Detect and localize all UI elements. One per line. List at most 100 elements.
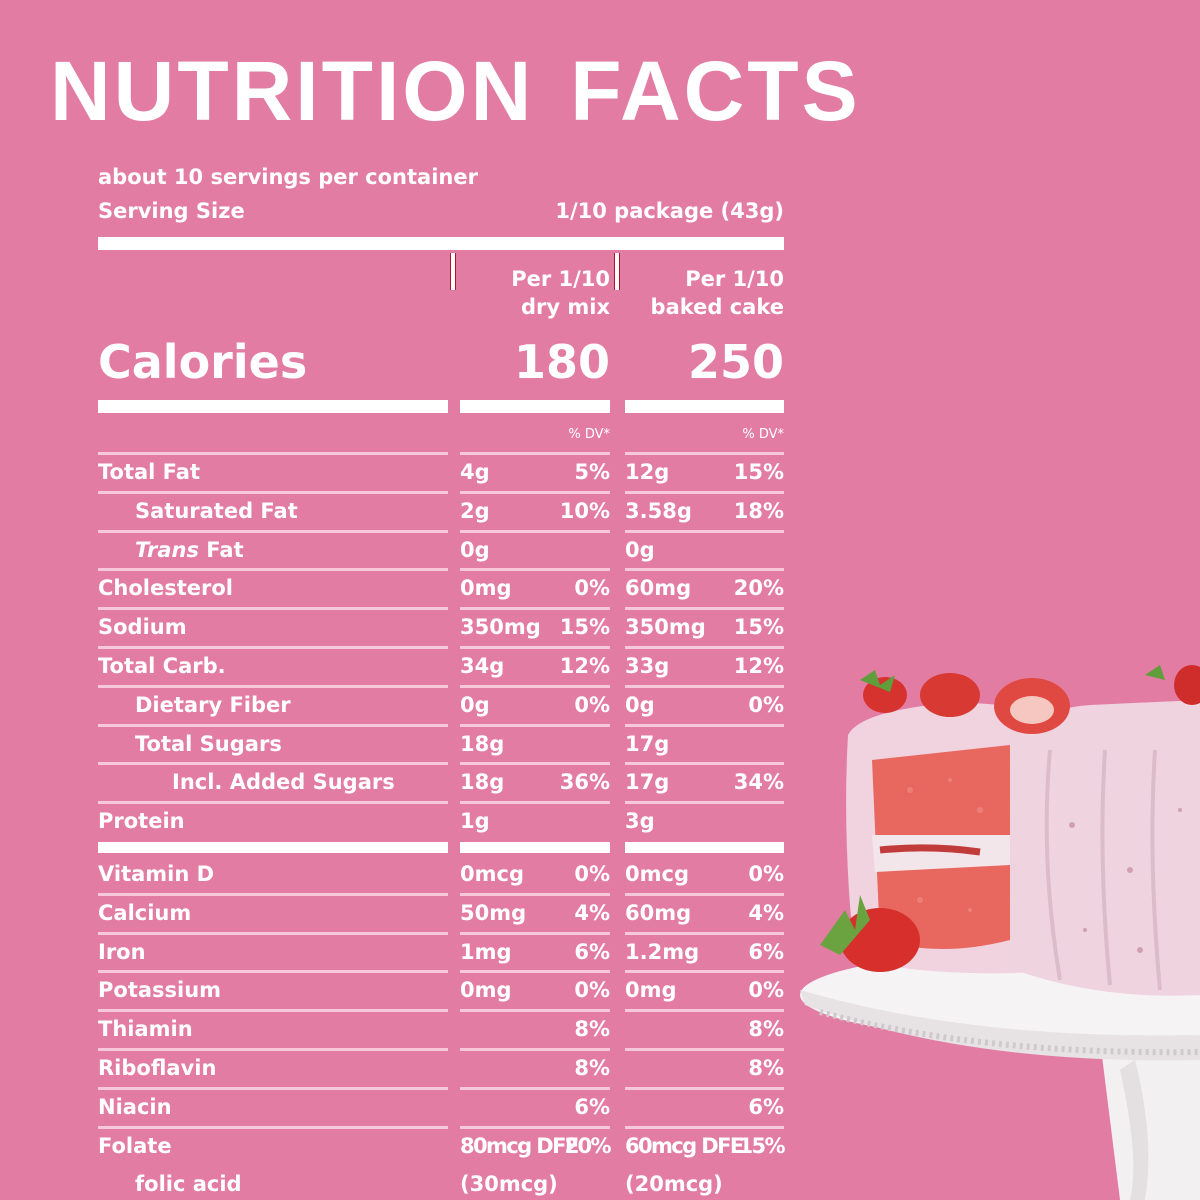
nutrition-label: about 10 servings per container Serving … bbox=[98, 160, 786, 1196]
nutrient-name: Cholesterol bbox=[98, 576, 233, 601]
amount-dry-mix: 0g bbox=[460, 537, 490, 562]
dv-baked-cake: 0% bbox=[748, 692, 784, 717]
calories-dry-mix: 180 bbox=[513, 335, 610, 389]
vitamin-row-calcium: Calcium 50mg 4% 60mg 4% bbox=[98, 892, 784, 932]
daily-value-header: % DV* % DV* bbox=[98, 418, 784, 452]
nutrient-name: Trans Fat bbox=[98, 533, 244, 568]
vitamin-row-niacin: Niacin 6% 6% bbox=[98, 1086, 784, 1126]
title-word-nutrition: NUTRITION bbox=[50, 44, 535, 138]
dv-dry-mix: 0% bbox=[574, 576, 610, 601]
amount-dry-mix: 0mg bbox=[460, 576, 512, 601]
servings-per-container: about 10 servings per container bbox=[98, 165, 478, 189]
dv-baked-cake: 8% bbox=[748, 1017, 784, 1042]
dv-dry-mix: 8% bbox=[574, 1055, 610, 1080]
dv-baked-cake: 15% bbox=[733, 615, 784, 640]
amount-baked-cake: 3.58g bbox=[625, 498, 692, 523]
vitamin-row-riboflavin: Riboflavin 8% 8% bbox=[98, 1047, 784, 1087]
amount-dry-mix: 1mg bbox=[460, 939, 512, 964]
amount-baked-cake: 60mg bbox=[625, 900, 692, 925]
bar-segment bbox=[460, 400, 610, 413]
amount-baked-cake: 3g bbox=[625, 809, 655, 834]
dv-dry-mix: 6% bbox=[574, 939, 610, 964]
nutrient-name: Thiamin bbox=[98, 1017, 193, 1042]
amount-dry-mix: 0mcg bbox=[460, 861, 524, 886]
nutrient-row-total-fat: Total Fat 4g 5% 12g 15% bbox=[98, 452, 784, 491]
amount-dry-mix: 0mg bbox=[460, 978, 512, 1003]
dv-baked-cake: 6% bbox=[748, 1094, 784, 1119]
amount-dry-mix: 2g bbox=[460, 498, 490, 523]
vitamin-row-folic-acid: folic acid (30mcg) (20mcg) bbox=[98, 1164, 784, 1200]
nutrient-table: Total Fat 4g 5% 12g 15% Saturated Fat 2g 10… bbox=[98, 452, 786, 1200]
header-line: Per 1/10 bbox=[685, 267, 784, 291]
bar-segment bbox=[625, 841, 784, 853]
dv-baked-cake: 15% bbox=[738, 1133, 786, 1158]
serving-size-value: 1/10 package (43g) bbox=[555, 199, 784, 223]
nutrient-name: Niacin bbox=[98, 1094, 172, 1119]
amount-dry-mix: 34g bbox=[460, 653, 505, 678]
vitamin-row-iron: Iron 1mg 6% 1.2mg 6% bbox=[98, 931, 784, 971]
calories-row: Calories 180 250 bbox=[98, 331, 784, 393]
nutrient-name-rest: Fat bbox=[199, 537, 244, 562]
nutrient-name: Dietary Fiber bbox=[135, 692, 291, 717]
title-word-facts: FACTS bbox=[570, 44, 861, 138]
dv-label-dry-mix: % DV* bbox=[568, 427, 610, 442]
nutrient-row-saturated-fat: Saturated Fat 2g 10% 3.58g 18% bbox=[98, 490, 784, 530]
dv-baked-cake: 18% bbox=[733, 498, 784, 523]
nutrient-row-added-sugars: Incl. Added Sugars 18g 36% 17g 34% bbox=[98, 762, 784, 801]
header-line: dry mix bbox=[520, 295, 610, 319]
dv-dry-mix: 0% bbox=[574, 978, 610, 1003]
amount-baked-cake: 0g bbox=[625, 692, 655, 717]
nutrient-row-total-carb: Total Carb. 34g 12% 33g 12% bbox=[98, 645, 784, 685]
divider-thick bbox=[98, 237, 784, 250]
amount-baked-cake: 350mg bbox=[625, 615, 706, 640]
calories-label: Calories bbox=[98, 335, 308, 389]
dv-dry-mix: 15% bbox=[559, 615, 610, 640]
dv-baked-cake: 15% bbox=[733, 460, 784, 484]
amount-baked-cake: 0mg bbox=[625, 978, 677, 1003]
amount-baked-cake: 17g bbox=[625, 731, 670, 756]
nutrient-name: Riboflavin bbox=[98, 1055, 217, 1080]
dv-dry-mix: 0% bbox=[574, 692, 610, 717]
amount-baked-cake: 60mg bbox=[625, 576, 692, 601]
amount-baked-cake: 0g bbox=[625, 537, 655, 562]
serving-size-row: Serving Size 1/10 package (43g) bbox=[98, 194, 784, 228]
nutrient-name: Potassium bbox=[98, 978, 222, 1003]
amount-baked-cake: 60mcg DFE bbox=[625, 1133, 744, 1158]
page-title: NUTRITION FACTS bbox=[50, 46, 861, 136]
column-header-baked-cake: Per 1/10 baked cake bbox=[625, 253, 784, 321]
dv-baked-cake: 8% bbox=[748, 1055, 784, 1080]
dv-baked-cake: 12% bbox=[733, 653, 784, 678]
dv-baked-cake: 6% bbox=[748, 939, 784, 964]
nutrient-name: Incl. Added Sugars bbox=[172, 770, 395, 795]
nutrient-row-sodium: Sodium 350mg 15% 350mg 15% bbox=[98, 607, 784, 646]
amount-baked-cake: 1.2mg bbox=[625, 939, 700, 964]
dv-dry-mix: 6% bbox=[574, 1094, 610, 1119]
header-line: baked cake bbox=[650, 295, 784, 319]
column-headers: Per 1/10 dry mix Per 1/10 baked cake Cal… bbox=[98, 253, 784, 403]
amount-dry-mix: 80mcg DFE bbox=[460, 1133, 579, 1158]
nutrient-name: Iron bbox=[98, 939, 146, 964]
amount-baked-cake: 12g bbox=[625, 460, 670, 484]
amount-dry-mix: 18g bbox=[460, 731, 505, 756]
dv-baked-cake: 4% bbox=[748, 900, 784, 925]
nutrient-name: Vitamin D bbox=[98, 861, 215, 886]
dv-baked-cake: 0% bbox=[748, 978, 784, 1003]
vitamin-row-potassium: Potassium 0mg 0% 0mg 0% bbox=[98, 970, 784, 1009]
amount-baked-cake: 0mcg bbox=[625, 861, 689, 886]
nutrient-name: folic acid bbox=[135, 1172, 242, 1197]
bar-segment bbox=[625, 400, 784, 413]
divider-thick-vitamins bbox=[98, 840, 784, 854]
dv-dry-mix: 10% bbox=[559, 498, 610, 523]
amount-baked-cake: (20mcg) bbox=[625, 1172, 723, 1197]
column-divider-baked-cake bbox=[614, 253, 620, 290]
amount-dry-mix: 0g bbox=[460, 692, 490, 717]
nutrient-name: Total Sugars bbox=[135, 731, 282, 756]
dv-dry-mix: 0% bbox=[574, 861, 610, 886]
column-header-dry-mix: Per 1/10 dry mix bbox=[460, 253, 610, 321]
vitamin-row-vitamin-d: Vitamin D 0mcg 0% 0mcg 0% bbox=[98, 854, 784, 893]
dv-dry-mix: 5% bbox=[574, 460, 610, 484]
dv-baked-cake: 34% bbox=[733, 770, 784, 795]
amount-baked-cake: 17g bbox=[625, 770, 670, 795]
vitamin-row-folate: Folate 80mcg DFE 20% 60mcg DFE 15% bbox=[98, 1125, 786, 1165]
nutrient-name: Total Fat bbox=[98, 460, 201, 484]
